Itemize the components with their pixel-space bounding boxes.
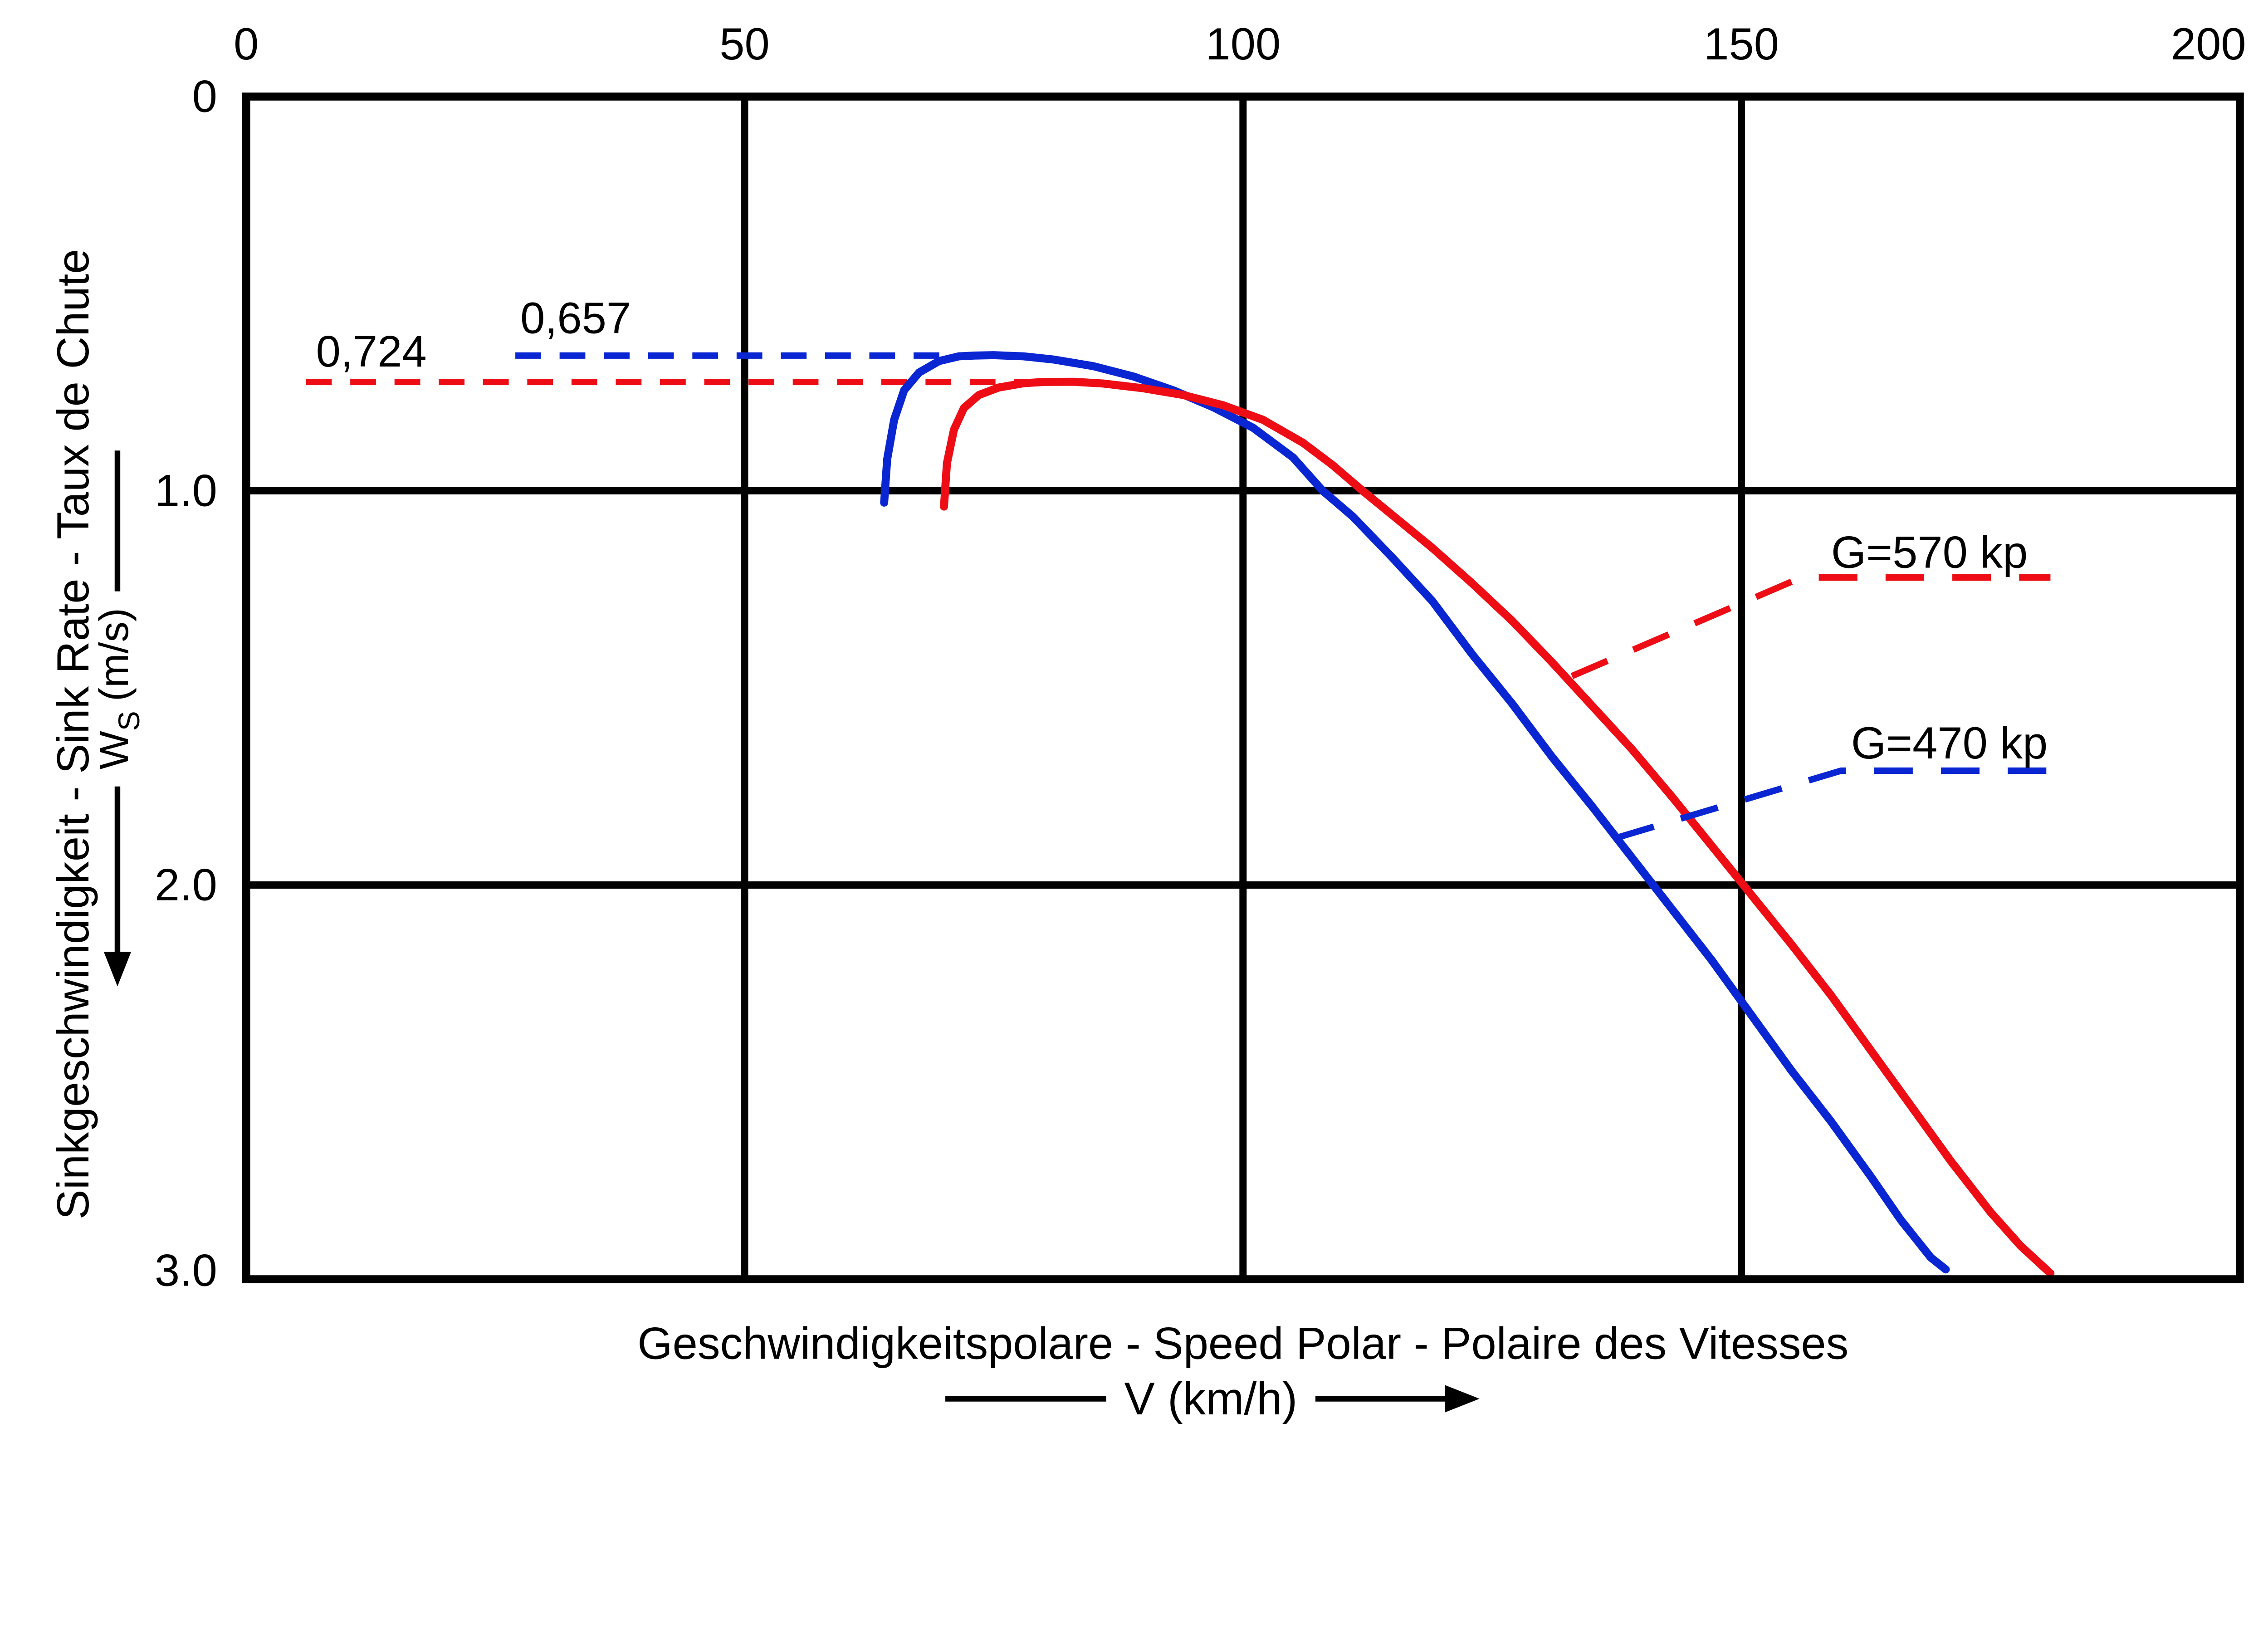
x-tick-100: 100 (1205, 19, 1281, 69)
chart-title: Geschwindigkeitspolare - Speed Polar - P… (637, 1319, 1848, 1369)
y-tick-1: 1.0 (155, 466, 217, 516)
speed-polar-chart: 0 50 100 150 200 0 1.0 2.0 3.0 0,724 0,6… (48, 19, 2246, 1425)
leader-line-blue (1616, 767, 2056, 841)
x-axis-unit-label: V (km/h) (1124, 1373, 1297, 1424)
y-axis-unit-label: WS (m/s) (91, 608, 146, 769)
y-axis-label: Sinkgeschwindigkeit - Sink Rate - Taux d… (48, 249, 98, 1219)
gridlines-layer (246, 96, 2240, 1280)
y-unit-units: (m/s) (91, 608, 137, 701)
polar-curve-470kp (880, 351, 1950, 1274)
min-sink-lines-layer (306, 352, 1044, 386)
x-tick-0: 0 (234, 19, 259, 69)
leader-lines-layer (1570, 574, 2056, 841)
polar-curves-layer (880, 351, 2055, 1277)
y-unit-subscript: S (112, 711, 146, 731)
x-tick-150: 150 (1704, 19, 1779, 69)
y-tick-2: 2.0 (155, 860, 217, 910)
y-unit-symbol: W (91, 730, 137, 769)
leader-line-red (1570, 574, 2051, 679)
right-arrowhead-icon (1445, 1385, 1480, 1413)
min-sink-label-red: 0,724 (316, 327, 427, 376)
down-arrowhead-icon (103, 952, 132, 987)
x-tick-50: 50 (719, 19, 769, 69)
min-sink-label-blue: 0,657 (520, 293, 631, 342)
x-tick-200: 200 (2171, 19, 2246, 69)
plot-border (242, 92, 2244, 1284)
weight-label-570kp: G=570 kp (1831, 527, 2028, 577)
y-tick-0: 0 (192, 72, 217, 122)
polar-curve-570kp (940, 377, 2055, 1277)
weight-label-470kp: G=470 kp (1851, 718, 2048, 768)
y-tick-3: 3.0 (155, 1245, 217, 1296)
